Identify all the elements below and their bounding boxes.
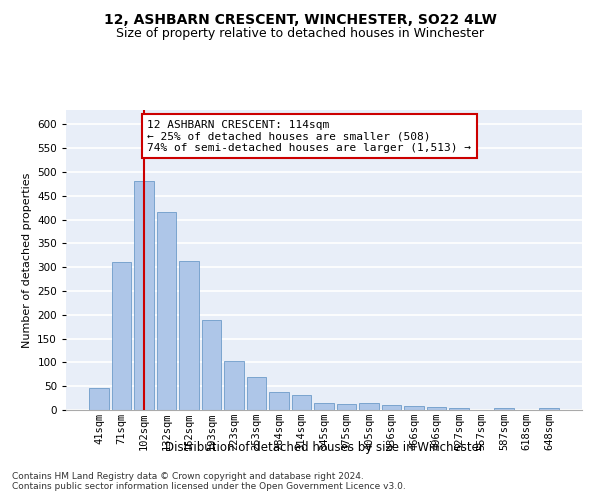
Bar (134, 182, 154, 410)
Bar (157, 212, 176, 410)
Bar (427, 407, 446, 410)
Bar (359, 403, 379, 410)
Text: Contains public sector information licensed under the Open Government Licence v3: Contains public sector information licen… (12, 482, 406, 491)
Text: 12 ASHBARN CRESCENT: 114sqm
← 25% of detached houses are smaller (508)
74% of se: 12 ASHBARN CRESCENT: 114sqm ← 25% of det… (148, 120, 472, 152)
Bar (292, 395, 311, 410)
Text: Contains HM Land Registry data © Crown copyright and database right 2024.: Contains HM Land Registry data © Crown c… (12, 472, 364, 481)
Bar (179, 261, 199, 410)
Bar (382, 405, 401, 410)
Bar (494, 408, 514, 410)
Text: 12, ASHBARN CRESCENT, WINCHESTER, SO22 4LW: 12, ASHBARN CRESCENT, WINCHESTER, SO22 4… (104, 12, 496, 26)
Bar (202, 320, 221, 410)
Bar (337, 404, 356, 410)
Bar (539, 408, 559, 410)
Bar (224, 361, 244, 410)
Y-axis label: Number of detached properties: Number of detached properties (22, 172, 32, 348)
Bar (89, 388, 109, 410)
Bar (269, 392, 289, 410)
Text: Size of property relative to detached houses in Winchester: Size of property relative to detached ho… (116, 28, 484, 40)
Text: Distribution of detached houses by size in Winchester: Distribution of detached houses by size … (164, 441, 484, 454)
Bar (112, 262, 131, 410)
Bar (247, 376, 266, 410)
Bar (314, 403, 334, 410)
Bar (404, 406, 424, 410)
Bar (449, 408, 469, 410)
